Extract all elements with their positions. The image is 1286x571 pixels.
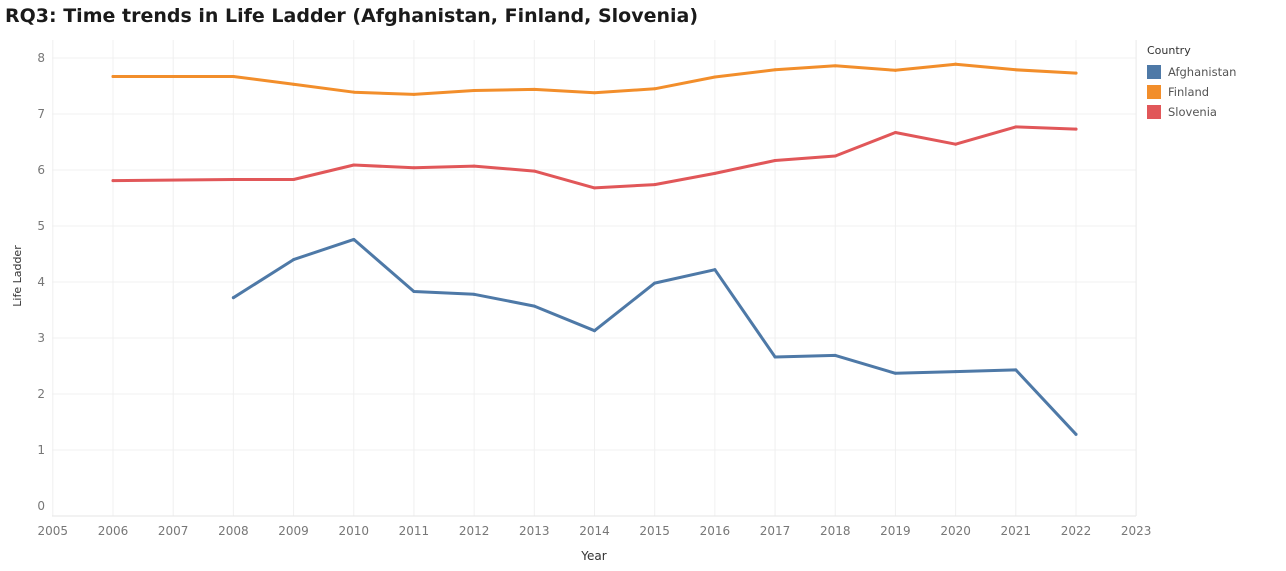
x-tick-label: 2022 — [1061, 524, 1092, 538]
data-point-slovenia — [532, 169, 536, 173]
legend-label: Afghanistan — [1168, 65, 1237, 79]
x-tick-label: 2013 — [519, 524, 550, 538]
x-tick-label: 2021 — [1001, 524, 1032, 538]
data-point-slovenia — [653, 183, 657, 187]
data-point-slovenia — [1074, 127, 1078, 131]
data-point-slovenia — [833, 154, 837, 158]
data-point-finland — [292, 82, 296, 86]
x-tick-label: 2005 — [38, 524, 69, 538]
data-point-afghanistan — [593, 329, 596, 333]
x-tick-label: 2007 — [158, 524, 189, 538]
legend-item-finland[interactable]: Finland — [1147, 82, 1236, 102]
data-point-finland — [593, 91, 596, 95]
data-point-afghanistan — [773, 355, 777, 359]
y-tick-label: 1 — [37, 443, 45, 457]
legend: Country Afghanistan Finland Slovenia — [1147, 44, 1236, 122]
data-point-slovenia — [412, 166, 416, 170]
data-point-finland — [412, 92, 416, 96]
data-point-slovenia — [954, 142, 958, 146]
data-point-afghanistan — [893, 371, 897, 375]
data-point-afghanistan — [833, 353, 837, 357]
data-point-afghanistan — [532, 304, 536, 308]
data-point-slovenia — [231, 178, 235, 182]
legend-swatch-afghanistan — [1147, 65, 1161, 79]
data-point-afghanistan — [231, 296, 235, 300]
legend-label: Finland — [1168, 85, 1210, 99]
data-point-finland — [893, 68, 897, 72]
data-point-slovenia — [593, 186, 596, 190]
legend-title: Country — [1147, 44, 1191, 57]
legend-swatch-finland — [1147, 85, 1161, 99]
y-axis-title: Life Ladder — [11, 245, 24, 307]
data-point-finland — [532, 87, 536, 91]
x-tick-label: 2023 — [1121, 524, 1152, 538]
legend-item-afghanistan[interactable]: Afghanistan — [1147, 62, 1236, 82]
data-point-slovenia — [292, 178, 296, 182]
data-point-slovenia — [1014, 125, 1018, 129]
y-tick-label: 0 — [37, 499, 45, 513]
x-tick-label: 2009 — [278, 524, 309, 538]
data-point-finland — [1014, 68, 1018, 72]
legend-item-slovenia[interactable]: Slovenia — [1147, 102, 1236, 122]
series-line-finland — [111, 62, 1078, 96]
y-tick-label: 4 — [37, 275, 45, 289]
data-point-slovenia — [773, 158, 777, 162]
data-point-finland — [1074, 71, 1078, 75]
data-point-slovenia — [472, 164, 476, 168]
data-point-finland — [352, 90, 356, 94]
data-point-finland — [231, 74, 235, 78]
data-point-slovenia — [713, 171, 717, 175]
data-point-slovenia — [352, 163, 356, 167]
x-axis-title: Year — [580, 549, 606, 563]
data-point-finland — [954, 62, 958, 66]
y-tick-label: 7 — [37, 107, 45, 121]
y-tick-label: 6 — [37, 163, 45, 177]
data-point-afghanistan — [954, 370, 958, 374]
data-point-finland — [111, 74, 115, 78]
data-point-afghanistan — [713, 268, 717, 272]
data-point-afghanistan — [1014, 368, 1018, 372]
data-point-finland — [833, 64, 837, 68]
data-point-afghanistan — [472, 292, 476, 296]
data-point-finland — [472, 88, 476, 92]
legend-label: Slovenia — [1168, 105, 1217, 119]
legend-swatch-slovenia — [1147, 105, 1161, 119]
x-tick-label: 2015 — [639, 524, 670, 538]
data-point-slovenia — [893, 130, 897, 134]
x-tick-label: 2019 — [880, 524, 911, 538]
data-point-afghanistan — [412, 290, 416, 294]
x-tick-label: 2008 — [218, 524, 249, 538]
data-point-afghanistan — [1074, 432, 1078, 436]
y-tick-label: 5 — [37, 219, 45, 233]
x-tick-label: 2018 — [820, 524, 851, 538]
y-tick-label: 3 — [37, 331, 45, 345]
x-tick-label: 2017 — [760, 524, 791, 538]
x-tick-label: 2006 — [98, 524, 129, 538]
x-tick-label: 2014 — [579, 524, 610, 538]
data-point-slovenia — [111, 179, 115, 183]
x-tick-label: 2010 — [338, 524, 369, 538]
data-point-finland — [713, 75, 717, 79]
x-tick-label: 2016 — [700, 524, 731, 538]
data-point-finland — [653, 87, 657, 91]
data-point-afghanistan — [292, 258, 296, 262]
data-point-afghanistan — [352, 237, 356, 241]
data-point-afghanistan — [653, 281, 657, 285]
x-tick-label: 2020 — [940, 524, 971, 538]
series-line-slovenia — [111, 125, 1078, 190]
x-tick-label: 2012 — [459, 524, 490, 538]
y-tick-label: 2 — [37, 387, 45, 401]
chart-title: RQ3: Time trends in Life Ladder (Afghani… — [5, 5, 699, 27]
data-point-finland — [773, 68, 777, 72]
x-tick-label: 2011 — [399, 524, 430, 538]
y-tick-label: 8 — [37, 51, 45, 65]
